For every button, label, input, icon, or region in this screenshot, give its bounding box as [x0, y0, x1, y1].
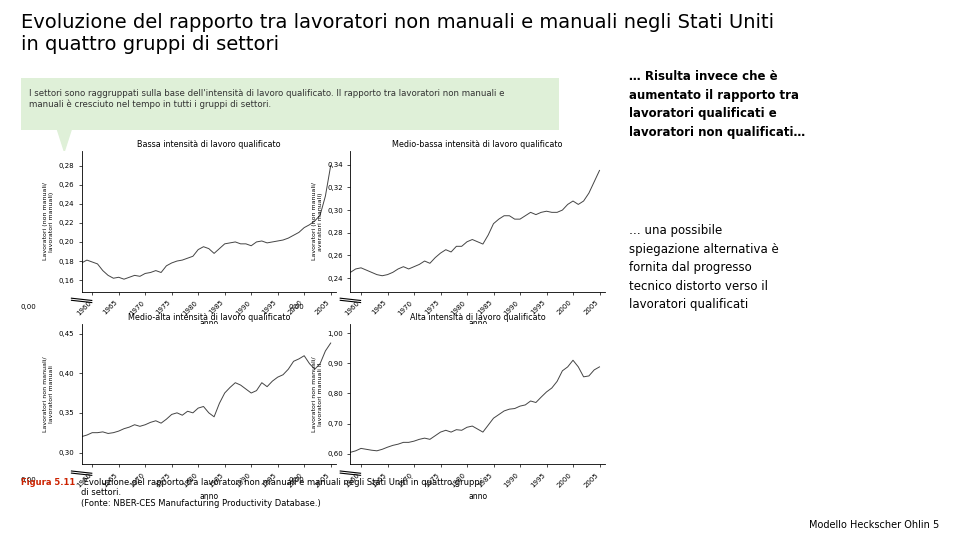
Polygon shape [56, 124, 73, 151]
Y-axis label: Lavoratori (non manuali/
lavoratori manuali): Lavoratori (non manuali/ lavoratori manu… [43, 183, 54, 260]
Y-axis label: Lavoratori (non manuali/
averatori manuali): Lavoratori (non manuali/ averatori manua… [312, 183, 323, 260]
Text: Evoluzione del rapporto tra lavoratori non manuali e manuali negli Stati Uniti i: Evoluzione del rapporto tra lavoratori n… [81, 478, 482, 508]
Title: Bassa intensità di lavoro qualificato: Bassa intensità di lavoro qualificato [137, 140, 280, 149]
Text: Evoluzione del rapporto tra lavoratori non manuali e manuali negli Stati Uniti
i: Evoluzione del rapporto tra lavoratori n… [21, 14, 775, 55]
X-axis label: anno: anno [200, 319, 218, 328]
X-axis label: anno: anno [200, 492, 218, 501]
Text: 0,00: 0,00 [20, 477, 36, 483]
Text: 0,00: 0,00 [289, 304, 304, 310]
X-axis label: anno: anno [468, 319, 487, 328]
FancyBboxPatch shape [21, 78, 559, 130]
Text: 0,00: 0,00 [289, 477, 304, 483]
Y-axis label: Lavoratori non manuali/
lavoratori manuali: Lavoratori non manuali/ lavoratori manua… [43, 356, 54, 432]
X-axis label: anno: anno [468, 492, 487, 501]
Title: Medio-bassa intensità di lavoro qualificato: Medio-bassa intensità di lavoro qualific… [393, 140, 563, 149]
Text: Modello Heckscher Ohlin 5: Modello Heckscher Ohlin 5 [808, 520, 939, 530]
Text: … una possibile
spiegazione alternativa è
fornita dal progresso
tecnico distorto: … una possibile spiegazione alternativa … [629, 224, 779, 311]
Text: 0,00: 0,00 [20, 304, 36, 310]
Text: … Risulta invece che è
aumentato il rapporto tra
lavoratori qualificati e
lavora: … Risulta invece che è aumentato il rapp… [629, 70, 805, 139]
Title: Medio-alta intensità di lavoro qualificato: Medio-alta intensità di lavoro qualifica… [128, 313, 290, 322]
Text: Figura 5.11: Figura 5.11 [21, 478, 76, 487]
Title: Alta intensità di lavoro qualificato: Alta intensità di lavoro qualificato [410, 313, 545, 322]
Y-axis label: Lavoratori non manuali/
lavoratori manuali il: Lavoratori non manuali/ lavoratori manua… [312, 356, 323, 432]
Text: I settori sono raggruppati sulla base dell'intensità di lavoro qualificato. Il r: I settori sono raggruppati sulla base de… [29, 89, 505, 109]
